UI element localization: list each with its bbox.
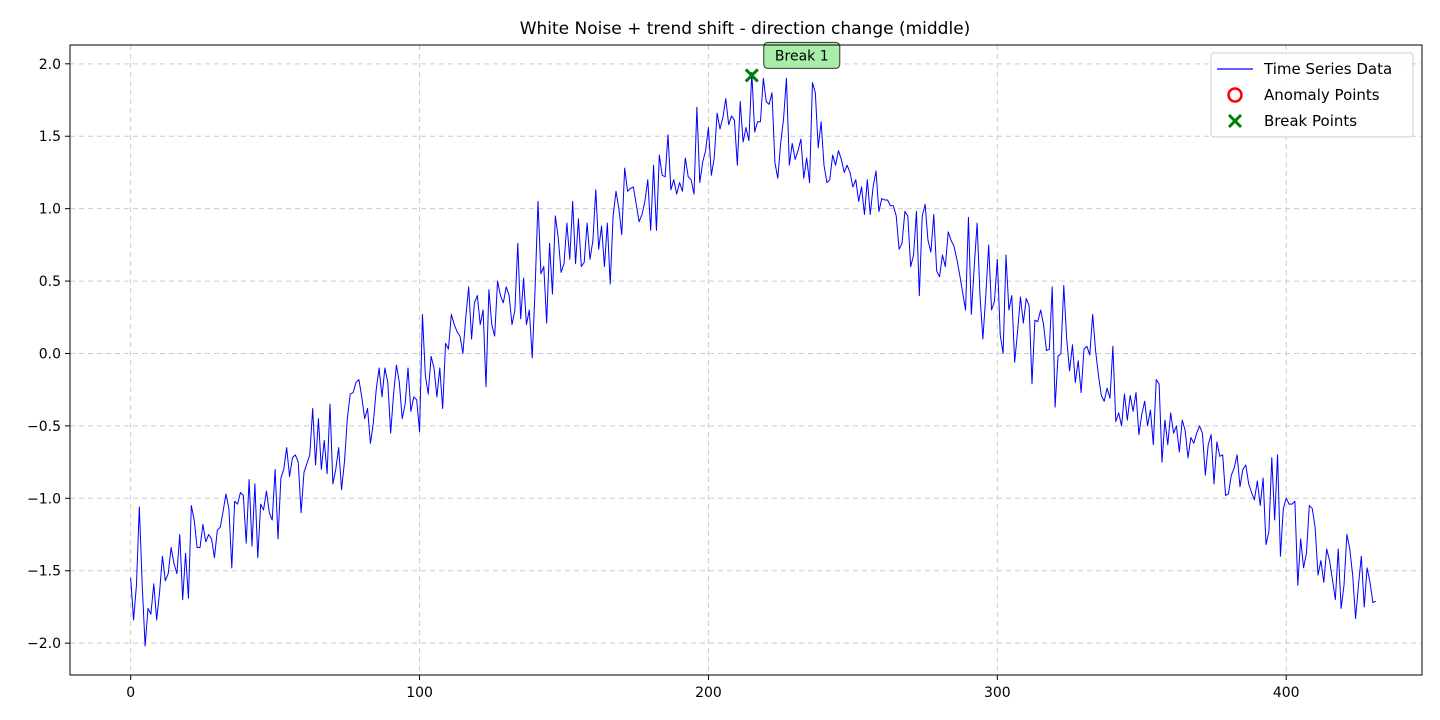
y-tick-label: 2.0 [39,57,61,73]
legend-marker [1227,87,1243,103]
break-annotation-label: Break 1 [775,48,829,64]
y-tick-label: −1.5 [27,564,61,580]
plot-frame [69,44,1423,676]
y-tick-label: −2.0 [27,636,61,652]
series-line-time-series-data [130,72,1377,647]
break-points: Break 1 [744,41,841,83]
legend-marker [1227,113,1243,129]
legend-box [1210,52,1414,138]
series-layer [130,72,1377,647]
legend: Time Series Data Anomaly Points Break Poin… [1210,52,1414,138]
break-point-marker [744,68,759,83]
y-tick-label: 1.0 [39,202,61,218]
y-tick-label: 0.0 [39,346,61,362]
x-tick-label: 200 [695,685,722,701]
x-tick-label: 100 [406,685,433,701]
legend-label: Anomaly Points [1264,86,1380,104]
break-annotation-box [763,41,841,69]
x-tick-label: 0 [126,685,135,701]
legend-label: Time Series Data [1263,60,1392,78]
x-tick-label: 400 [1273,685,1300,701]
axis-ticks: 0 100 200 300 400 −2.0 −1.5 −1.0 −0.5 0.0 0.5 1.0 1.… [27,57,1300,701]
y-tick-label: 1.5 [39,129,61,145]
y-tick-label: 0.5 [39,274,61,290]
y-tick-label: −1.0 [27,491,61,507]
x-tick-label: 300 [984,685,1011,701]
legend-label: Break Points [1264,112,1357,130]
chart-title: White Noise + trend shift - direction ch… [520,19,971,39]
y-tick-label: −0.5 [27,419,61,435]
grid [70,45,1422,675]
